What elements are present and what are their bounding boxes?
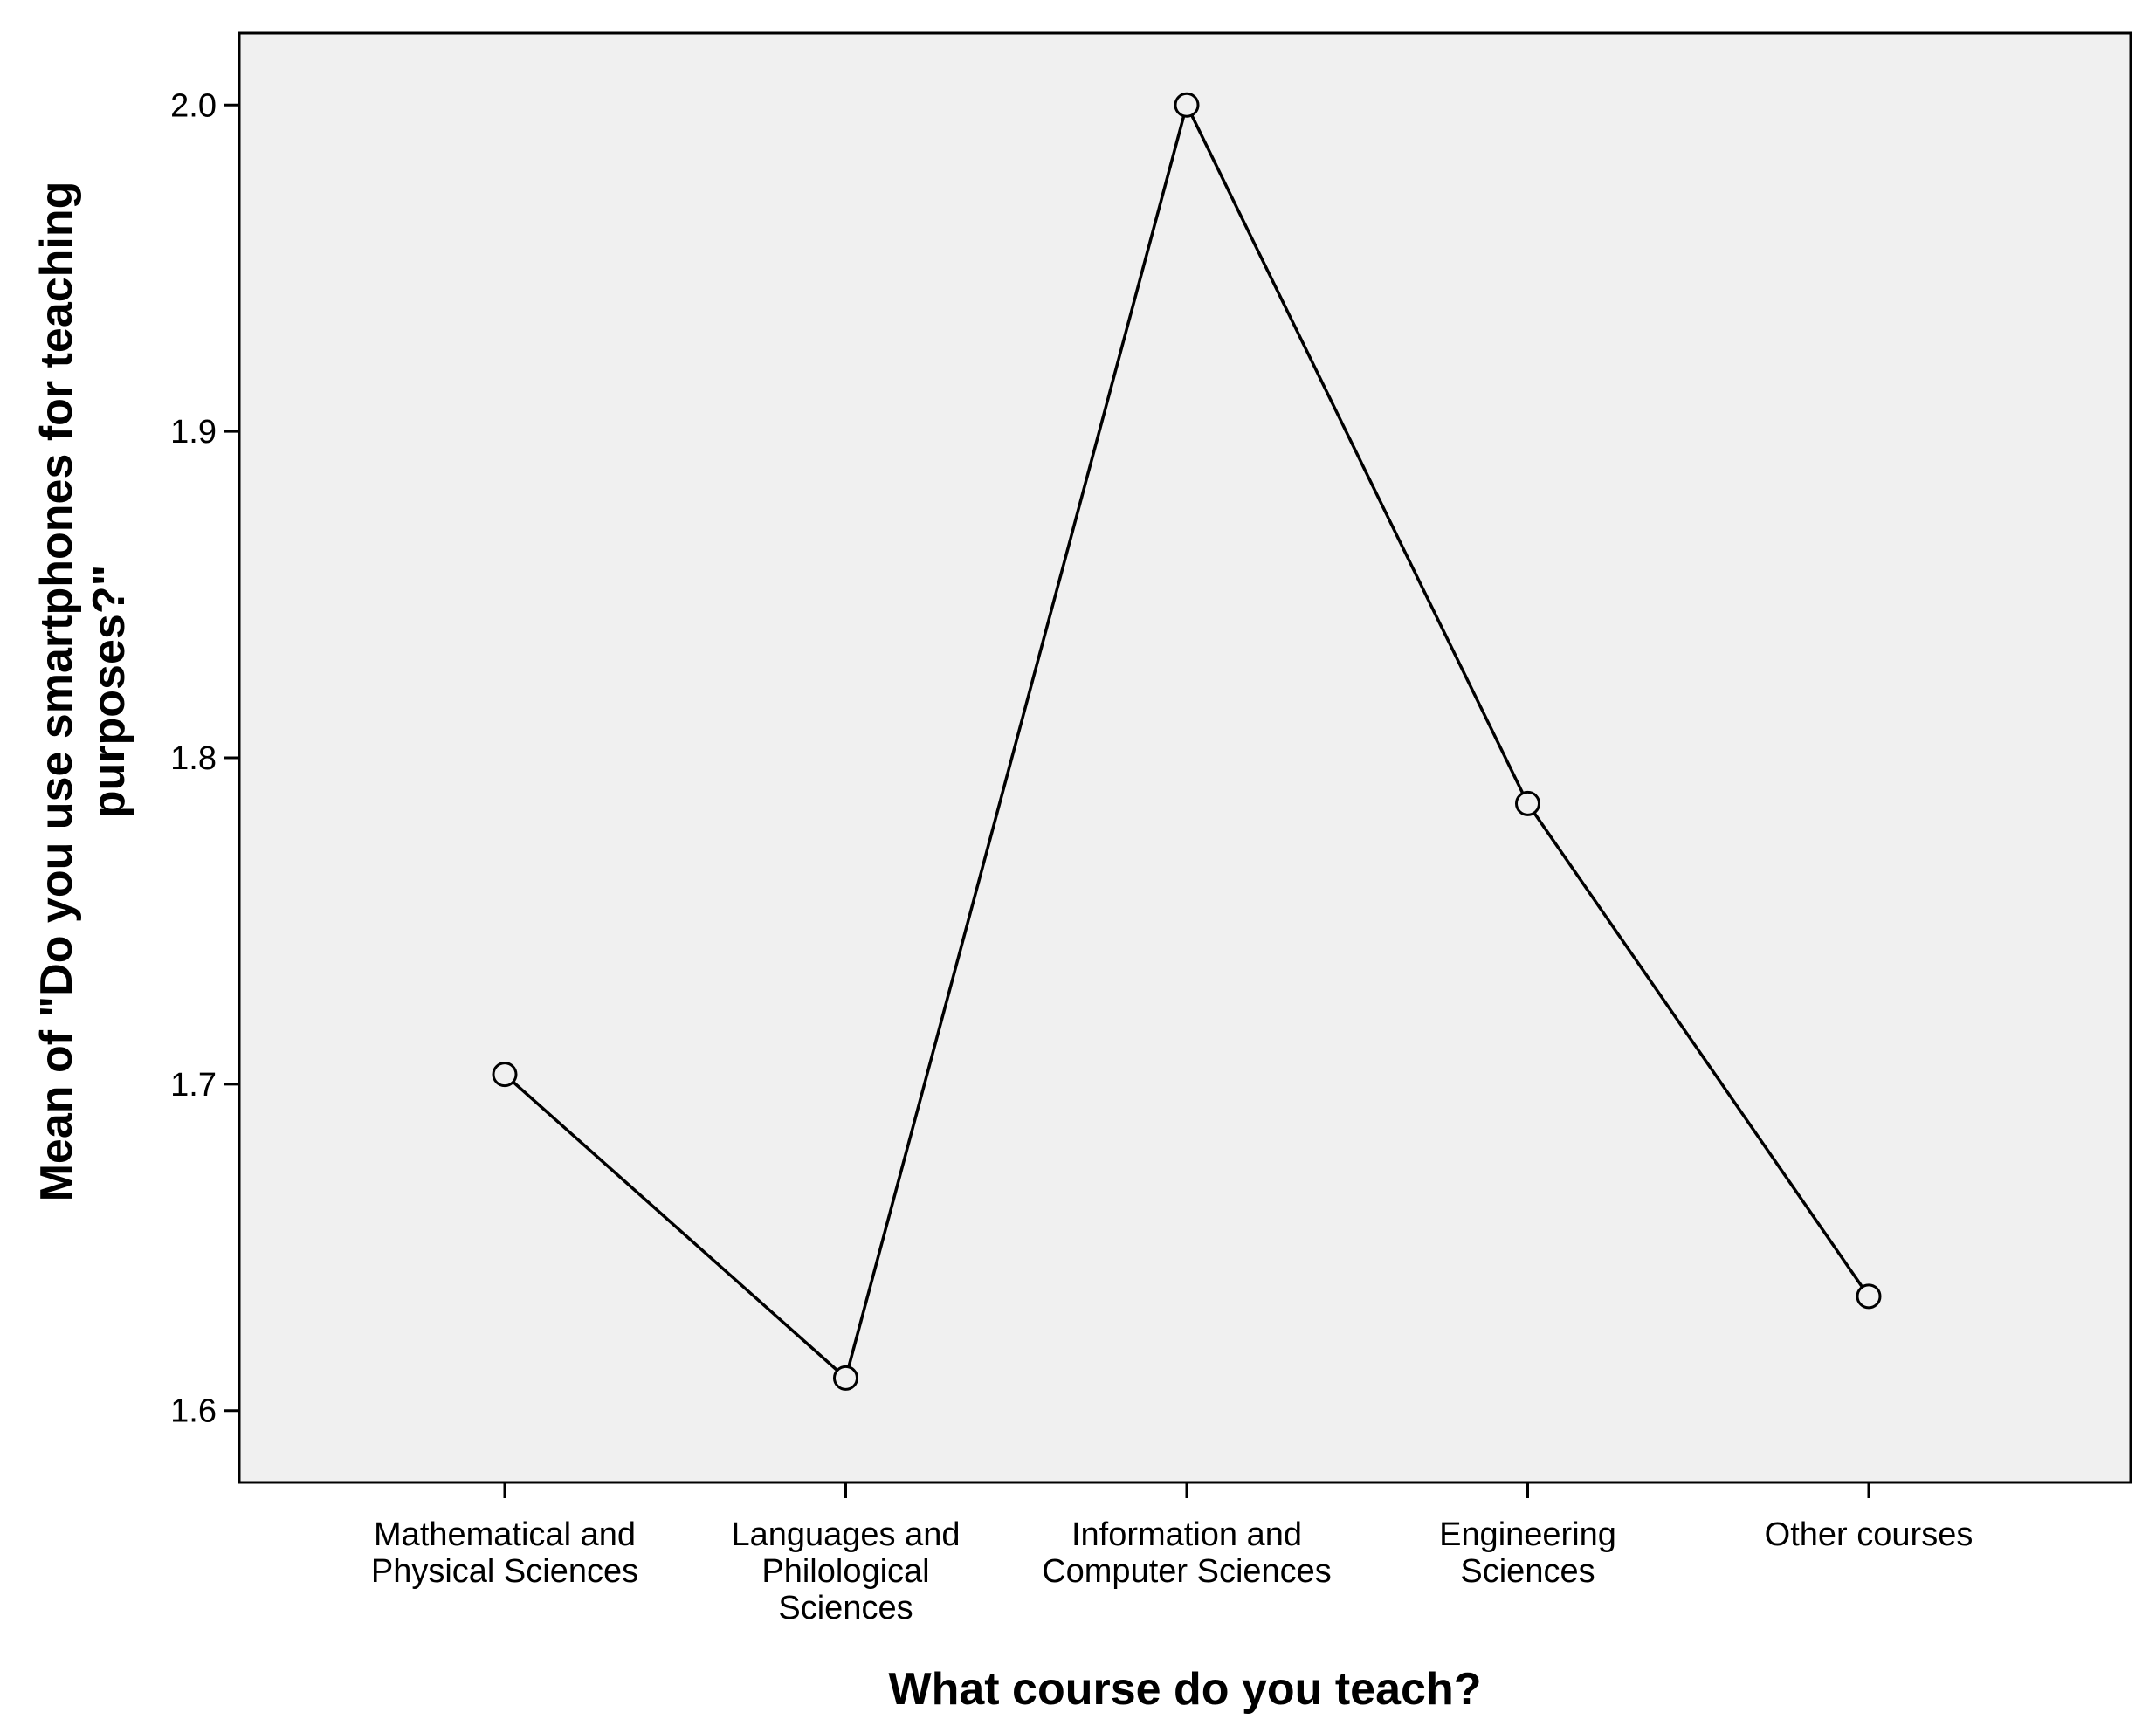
y-axis-ticks: 1.6 1.7 1.8 1.9 2.0 xyxy=(170,87,239,1430)
y-tick-label: 1.8 xyxy=(170,740,217,777)
y-tick-label: 1.6 xyxy=(170,1393,217,1430)
y-tick-label: 1.9 xyxy=(170,414,217,450)
data-point xyxy=(833,1365,858,1391)
y-tick-label: 2.0 xyxy=(170,87,217,124)
x-tick-label: Physical Sciences xyxy=(371,1553,638,1590)
x-tick-label: Sciences xyxy=(778,1590,913,1626)
y-tick-label: 1.7 xyxy=(170,1067,217,1104)
y-axis-title: Mean of "Do you use smartphones for teac… xyxy=(31,182,134,1202)
data-point xyxy=(1515,790,1540,816)
x-axis-title: What course do you teach? xyxy=(889,1664,1482,1715)
data-point xyxy=(1856,1283,1882,1310)
x-tick-label: Information and xyxy=(1071,1516,1302,1553)
x-tick-label: Computer Sciences xyxy=(1042,1553,1332,1590)
x-tick-label: Sciences xyxy=(1460,1553,1595,1590)
x-tick-label: Philological xyxy=(761,1553,929,1590)
y-axis-title-line: purposes?" xyxy=(84,565,134,818)
plot-area xyxy=(238,31,2132,1484)
y-axis-title-line: Mean of "Do you use smartphones for teac… xyxy=(31,182,82,1202)
x-tick-label: Languages and xyxy=(731,1516,960,1553)
data-point xyxy=(1174,92,1200,118)
data-point xyxy=(492,1062,518,1088)
x-tick-label: Mathematical and xyxy=(374,1516,636,1553)
x-tick-label: Other courses xyxy=(1765,1516,1973,1553)
x-tick-label: Engineering xyxy=(1439,1516,1616,1553)
data-points xyxy=(492,92,1882,1391)
